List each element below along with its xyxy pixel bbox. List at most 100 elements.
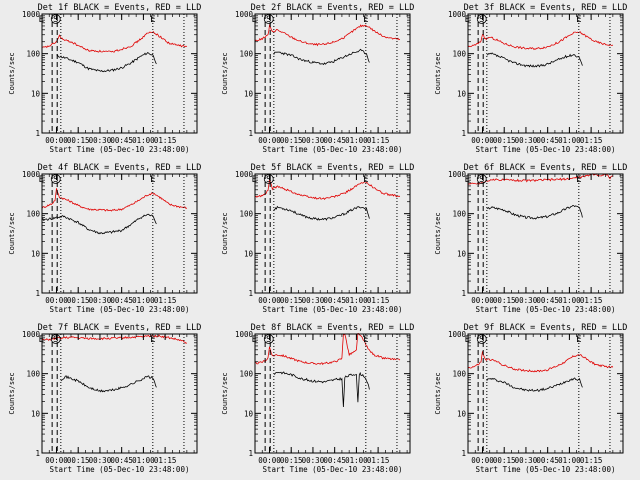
x-tick-label: 00:45 bbox=[323, 456, 346, 465]
start-marker-circle bbox=[476, 174, 487, 184]
lld-series-line bbox=[467, 31, 614, 51]
marker-label: E bbox=[576, 335, 581, 345]
start-marker-circle bbox=[263, 174, 274, 184]
chart-panel-9: Det 9f BLACK = Events, RED = LLD 1 10 100 10… bbox=[434, 323, 627, 474]
y-tick-label: 10 bbox=[31, 249, 41, 258]
lld-series-line bbox=[467, 351, 614, 373]
y-tick-label: 1000 bbox=[235, 170, 254, 179]
y-tick-label: 1 bbox=[248, 289, 253, 298]
y-tick-label: 100 bbox=[239, 210, 253, 219]
x-tick-label: 00:45 bbox=[536, 296, 559, 305]
y-axis-label: Counts/sec bbox=[8, 372, 16, 414]
x-tick-label: 00:45 bbox=[323, 296, 346, 305]
marker-label: S bbox=[479, 15, 484, 25]
y-tick-label: 10 bbox=[457, 89, 467, 98]
y-tick-label: 100 bbox=[452, 50, 466, 59]
marker-label: S bbox=[479, 335, 484, 345]
marker-label: E bbox=[252, 175, 257, 185]
panel-title: Det 5f BLACK = Events, RED = LLD bbox=[251, 163, 415, 173]
y-tick-label: 1000 bbox=[235, 330, 254, 339]
x-tick-label: 00:00 bbox=[45, 456, 68, 465]
x-tick-label: 00:15 bbox=[67, 456, 90, 465]
events-series-line bbox=[273, 205, 370, 221]
events-series-line bbox=[486, 204, 583, 220]
x-tick-label: 00:30 bbox=[515, 456, 538, 465]
marker-label: E bbox=[252, 15, 257, 25]
marker-label: E bbox=[465, 335, 470, 345]
y-tick-label: 10 bbox=[244, 409, 254, 418]
x-tick-label: 00:45 bbox=[110, 296, 133, 305]
y-axis-label: Counts/sec bbox=[221, 372, 229, 414]
y-tick-label: 10 bbox=[31, 89, 41, 98]
x-tick-label: 00:45 bbox=[536, 136, 559, 145]
chart-panel-7: Det 7f BLACK = Events, RED = LLD 1 10 100 10… bbox=[8, 323, 201, 474]
y-tick-label: 100 bbox=[239, 370, 253, 379]
x-tick-label: 01:15 bbox=[580, 136, 603, 145]
x-tick-label: 00:15 bbox=[67, 296, 90, 305]
chart-panel-3: Det 3f BLACK = Events, RED = LLD 1 10 100 10… bbox=[434, 3, 627, 154]
marker-label: E bbox=[465, 175, 470, 185]
x-tick-label: 00:15 bbox=[280, 296, 303, 305]
y-tick-label: 100 bbox=[26, 50, 40, 59]
x-tick-label: 00:30 bbox=[89, 136, 112, 145]
x-tick-label: 01:15 bbox=[154, 456, 177, 465]
x-tick-label: 00:45 bbox=[110, 136, 133, 145]
chart-panel-1: Det 1f BLACK = Events, RED = LLD 1 10 100 10… bbox=[8, 3, 201, 154]
marker-label: E bbox=[39, 175, 44, 185]
x-tick-label: 00:45 bbox=[323, 136, 346, 145]
x-tick-label: 00:15 bbox=[280, 136, 303, 145]
y-axis-label: Counts/sec bbox=[8, 212, 16, 254]
start-marker-circle bbox=[476, 14, 487, 24]
x-tick-label: 01:15 bbox=[367, 136, 390, 145]
x-tick-label: 00:30 bbox=[302, 296, 325, 305]
events-series-line bbox=[273, 48, 370, 66]
start-marker-circle bbox=[50, 334, 61, 344]
x-tick-label: 00:15 bbox=[67, 136, 90, 145]
y-tick-label: 1000 bbox=[448, 330, 467, 339]
y-tick-label: 10 bbox=[457, 249, 467, 258]
marker-label: E bbox=[150, 175, 155, 185]
panel-title: Det 1f BLACK = Events, RED = LLD bbox=[38, 3, 202, 13]
x-tick-label: 00:00 bbox=[471, 136, 494, 145]
x-axis-label: Start Time (05-Dec-10 23:48:00) bbox=[263, 465, 403, 474]
x-axis-label: Start Time (05-Dec-10 23:48:00) bbox=[50, 145, 190, 154]
marker-label: E bbox=[465, 15, 470, 25]
y-tick-label: 1 bbox=[248, 129, 253, 138]
x-tick-label: 01:00 bbox=[132, 296, 155, 305]
lld-series-line bbox=[254, 333, 401, 366]
y-tick-label: 1 bbox=[248, 449, 253, 458]
chart-panel-4: Det 4f BLACK = Events, RED = LLD 1 10 100 10… bbox=[8, 163, 201, 314]
x-tick-label: 00:30 bbox=[302, 456, 325, 465]
lld-series-line bbox=[254, 179, 401, 200]
marker-label: E bbox=[576, 15, 581, 25]
x-axis-label: Start Time (05-Dec-10 23:48:00) bbox=[263, 145, 403, 154]
y-tick-label: 100 bbox=[452, 210, 466, 219]
plot-frame bbox=[254, 333, 411, 454]
plot-frame bbox=[41, 13, 198, 134]
lld-series-line bbox=[254, 23, 401, 47]
x-tick-label: 01:00 bbox=[132, 456, 155, 465]
panel-title: Det 6f BLACK = Events, RED = LLD bbox=[464, 163, 628, 173]
y-tick-label: 1000 bbox=[22, 10, 41, 19]
chart-panel-5: Det 5f BLACK = Events, RED = LLD 1 10 100 10… bbox=[221, 163, 414, 314]
plot-frame bbox=[467, 333, 624, 454]
y-tick-label: 10 bbox=[244, 89, 254, 98]
x-tick-label: 01:15 bbox=[580, 296, 603, 305]
y-axis-label: Counts/sec bbox=[434, 372, 442, 414]
marker-label: S bbox=[53, 15, 58, 25]
y-tick-label: 1000 bbox=[22, 330, 41, 339]
y-tick-label: 1 bbox=[35, 289, 40, 298]
start-marker-circle bbox=[50, 14, 61, 24]
y-tick-label: 1000 bbox=[448, 170, 467, 179]
marker-label: E bbox=[150, 335, 155, 345]
events-series-line bbox=[56, 51, 157, 73]
x-tick-label: 00:00 bbox=[258, 456, 281, 465]
x-tick-label: 01:00 bbox=[132, 136, 155, 145]
y-axis-label: Counts/sec bbox=[8, 52, 16, 94]
start-marker-circle bbox=[263, 334, 274, 344]
y-tick-label: 1 bbox=[461, 449, 466, 458]
y-tick-label: 100 bbox=[26, 210, 40, 219]
y-tick-label: 10 bbox=[31, 409, 41, 418]
marker-label: S bbox=[53, 175, 58, 185]
x-axis-label: Start Time (05-Dec-10 23:48:00) bbox=[263, 305, 403, 314]
